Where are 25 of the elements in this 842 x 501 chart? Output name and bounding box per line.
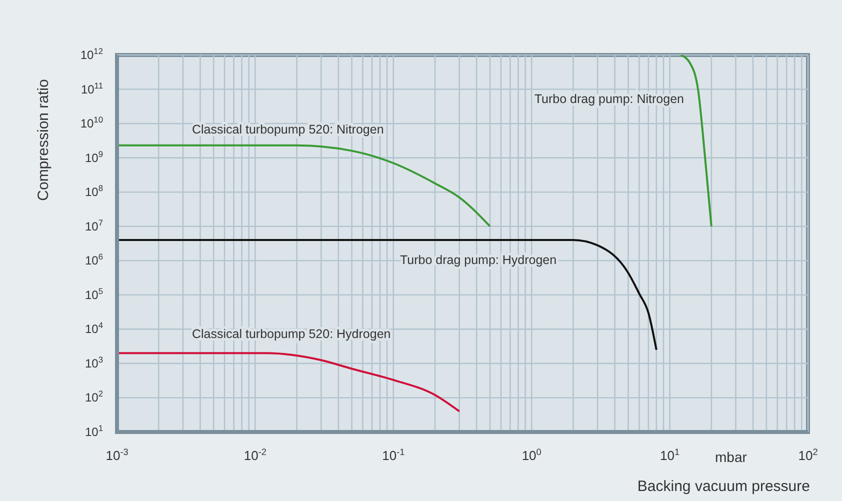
- y-tick-label: 10$^{3}$: [84, 354, 104, 370]
- text: mbar: [715, 449, 748, 465]
- y-tick-label: 10$^{4}$: [84, 320, 104, 336]
- x-tick-label: 10$^{0}$: [522, 447, 542, 463]
- series-label: Classical turbopump 520: Nitrogen: [192, 122, 384, 136]
- x-axis-title: Backing vacuum pressure: [637, 478, 810, 495]
- x-tick-label: 10$^{-1}$: [382, 447, 405, 463]
- series-label: Turbo drag pump: Hydrogen: [400, 253, 557, 267]
- x-tick-label: 10$^{1}$: [660, 447, 680, 463]
- y-tick-label: 10$^{1}$: [84, 423, 104, 439]
- x-tick-label: 10$^{-2}$: [244, 447, 266, 463]
- x-tick-label: 10$^{-3}$: [106, 447, 128, 463]
- y-tick-label: 10$^{12}$: [80, 46, 104, 62]
- y-axis-title: Compression ratio: [35, 79, 52, 201]
- y-tick-label: 10$^{2}$: [84, 388, 104, 405]
- y-tick-label: 10$^{5}$: [84, 286, 104, 302]
- y-tick-label: 10$^{6}$: [84, 252, 104, 268]
- y-tick-label: 10$^{8}$: [84, 183, 104, 200]
- y-tick-label: 10$^{11}$: [80, 80, 104, 96]
- x-tick-label: 10$^{2}$: [798, 447, 818, 463]
- y-tick-label: 10$^{10}$: [80, 114, 104, 131]
- series-label: Turbo drag pump: Nitrogen: [534, 92, 684, 106]
- series-label: Classical turbopump 520: Hydrogen: [192, 327, 391, 342]
- y-tick-label: 10$^{9}$: [84, 148, 104, 165]
- y-tick-label: 10$^{7}$: [84, 217, 104, 234]
